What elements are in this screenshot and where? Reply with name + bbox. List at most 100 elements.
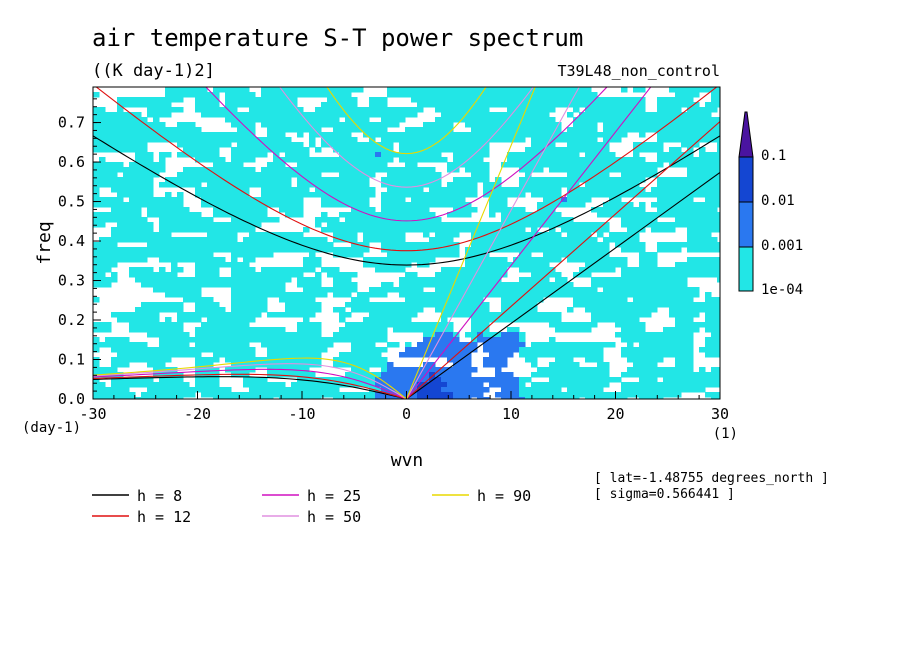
spectrum-cell bbox=[411, 287, 418, 293]
spectrum-cell bbox=[207, 192, 214, 198]
spectrum-cell bbox=[207, 157, 214, 163]
spectrum-cell bbox=[273, 272, 280, 278]
spectrum-cell bbox=[249, 272, 256, 278]
spectrum-cell bbox=[657, 277, 664, 283]
spectrum-cell bbox=[471, 267, 478, 273]
spectrum-cell bbox=[357, 162, 364, 168]
spectrum-cell bbox=[291, 117, 298, 123]
spectrum-cell bbox=[117, 97, 124, 103]
spectrum-cell bbox=[543, 292, 550, 298]
spectrum-cell bbox=[165, 102, 172, 108]
spectrum-cell bbox=[237, 247, 244, 253]
spectrum-cell bbox=[405, 202, 412, 208]
spectrum-cell bbox=[285, 392, 292, 398]
spectrum-cell bbox=[363, 347, 370, 353]
spectrum-cell bbox=[273, 192, 280, 198]
spectrum-cell bbox=[153, 332, 160, 338]
spectrum-cell bbox=[525, 242, 532, 248]
spectrum-cell bbox=[213, 307, 220, 313]
spectrum-cell bbox=[471, 102, 478, 108]
spectrum-cell bbox=[447, 387, 454, 393]
spectrum-cell bbox=[651, 162, 658, 168]
spectrum-cell bbox=[411, 302, 418, 308]
spectrum-cell bbox=[315, 332, 322, 338]
spectrum-cell bbox=[279, 167, 286, 173]
spectrum-cell bbox=[681, 202, 688, 208]
spectrum-cell bbox=[111, 112, 118, 118]
spectrum-cell bbox=[297, 237, 304, 243]
spectrum-cell bbox=[597, 222, 604, 228]
spectrum-cell bbox=[609, 117, 616, 123]
spectrum-cell bbox=[429, 227, 436, 233]
spectrum-cell bbox=[417, 382, 424, 388]
spectrum-cell bbox=[117, 382, 124, 388]
spectrum-cell bbox=[153, 122, 160, 128]
spectrum-cell bbox=[615, 312, 622, 318]
spectrum-cell bbox=[633, 322, 640, 328]
spectrum-cell bbox=[183, 287, 190, 293]
spectrum-cell bbox=[105, 122, 112, 128]
spectrum-cell bbox=[717, 367, 720, 373]
spectrum-cell bbox=[333, 337, 340, 343]
spectrum-cell bbox=[417, 192, 424, 198]
spectrum-cell bbox=[219, 162, 226, 168]
spectrum-cell bbox=[279, 392, 286, 398]
spectrum-cell bbox=[333, 267, 340, 273]
spectrum-cell bbox=[567, 227, 574, 233]
spectrum-cell bbox=[441, 252, 448, 258]
spectrum-cell bbox=[699, 232, 706, 238]
spectrum-cell bbox=[213, 282, 220, 288]
spectrum-cell bbox=[513, 222, 520, 228]
spectrum-cell bbox=[129, 217, 136, 223]
spectrum-cell bbox=[333, 392, 340, 398]
spectrum-cell bbox=[147, 107, 154, 113]
spectrum-cell bbox=[129, 147, 136, 153]
spectrum-cell bbox=[315, 292, 322, 298]
spectrum-cell bbox=[567, 147, 574, 153]
spectrum-cell bbox=[453, 187, 460, 193]
spectrum-cell bbox=[549, 252, 556, 258]
spectrum-cell bbox=[621, 207, 628, 213]
spectrum-cell bbox=[621, 317, 628, 323]
spectrum-cell bbox=[507, 92, 514, 98]
spectrum-cell bbox=[165, 92, 172, 98]
spectrum-cell bbox=[171, 247, 178, 253]
spectrum-cell bbox=[615, 302, 622, 308]
spectrum-cell bbox=[705, 117, 712, 123]
spectrum-cell bbox=[669, 267, 676, 273]
spectrum-cell bbox=[369, 317, 376, 323]
spectrum-cell bbox=[357, 207, 364, 213]
spectrum-cell bbox=[165, 137, 172, 143]
spectrum-cell bbox=[681, 337, 688, 343]
spectrum-cell bbox=[393, 317, 400, 323]
spectrum-cell bbox=[171, 222, 178, 228]
spectrum-cell bbox=[351, 117, 358, 123]
spectrum-cell bbox=[279, 372, 286, 378]
spectrum-cell bbox=[711, 297, 718, 303]
spectrum-cell bbox=[333, 362, 340, 368]
spectrum-cell bbox=[165, 97, 172, 103]
spectrum-cell bbox=[543, 267, 550, 273]
spectrum-cell bbox=[111, 182, 118, 188]
spectrum-cell bbox=[423, 192, 430, 198]
spectrum-cell bbox=[615, 97, 622, 103]
spectrum-cell bbox=[651, 382, 658, 388]
spectrum-cell bbox=[285, 102, 292, 108]
spectrum-cell bbox=[111, 277, 118, 283]
spectrum-cell bbox=[687, 182, 694, 188]
spectrum-cell bbox=[327, 392, 334, 398]
spectrum-cell bbox=[381, 317, 388, 323]
spectrum-cell bbox=[393, 242, 400, 248]
spectrum-cell bbox=[669, 307, 676, 313]
spectrum-cell bbox=[237, 337, 244, 343]
spectrum-cell bbox=[501, 162, 508, 168]
spectrum-cell bbox=[141, 187, 148, 193]
spectrum-cell bbox=[645, 287, 652, 293]
spectrum-cell bbox=[243, 102, 250, 108]
spectrum-cell bbox=[219, 187, 226, 193]
spectrum-cell bbox=[297, 367, 304, 373]
spectrum-cell bbox=[303, 377, 310, 383]
spectrum-cell bbox=[177, 217, 184, 223]
spectrum-cell bbox=[699, 347, 706, 353]
spectrum-cell bbox=[339, 92, 346, 98]
